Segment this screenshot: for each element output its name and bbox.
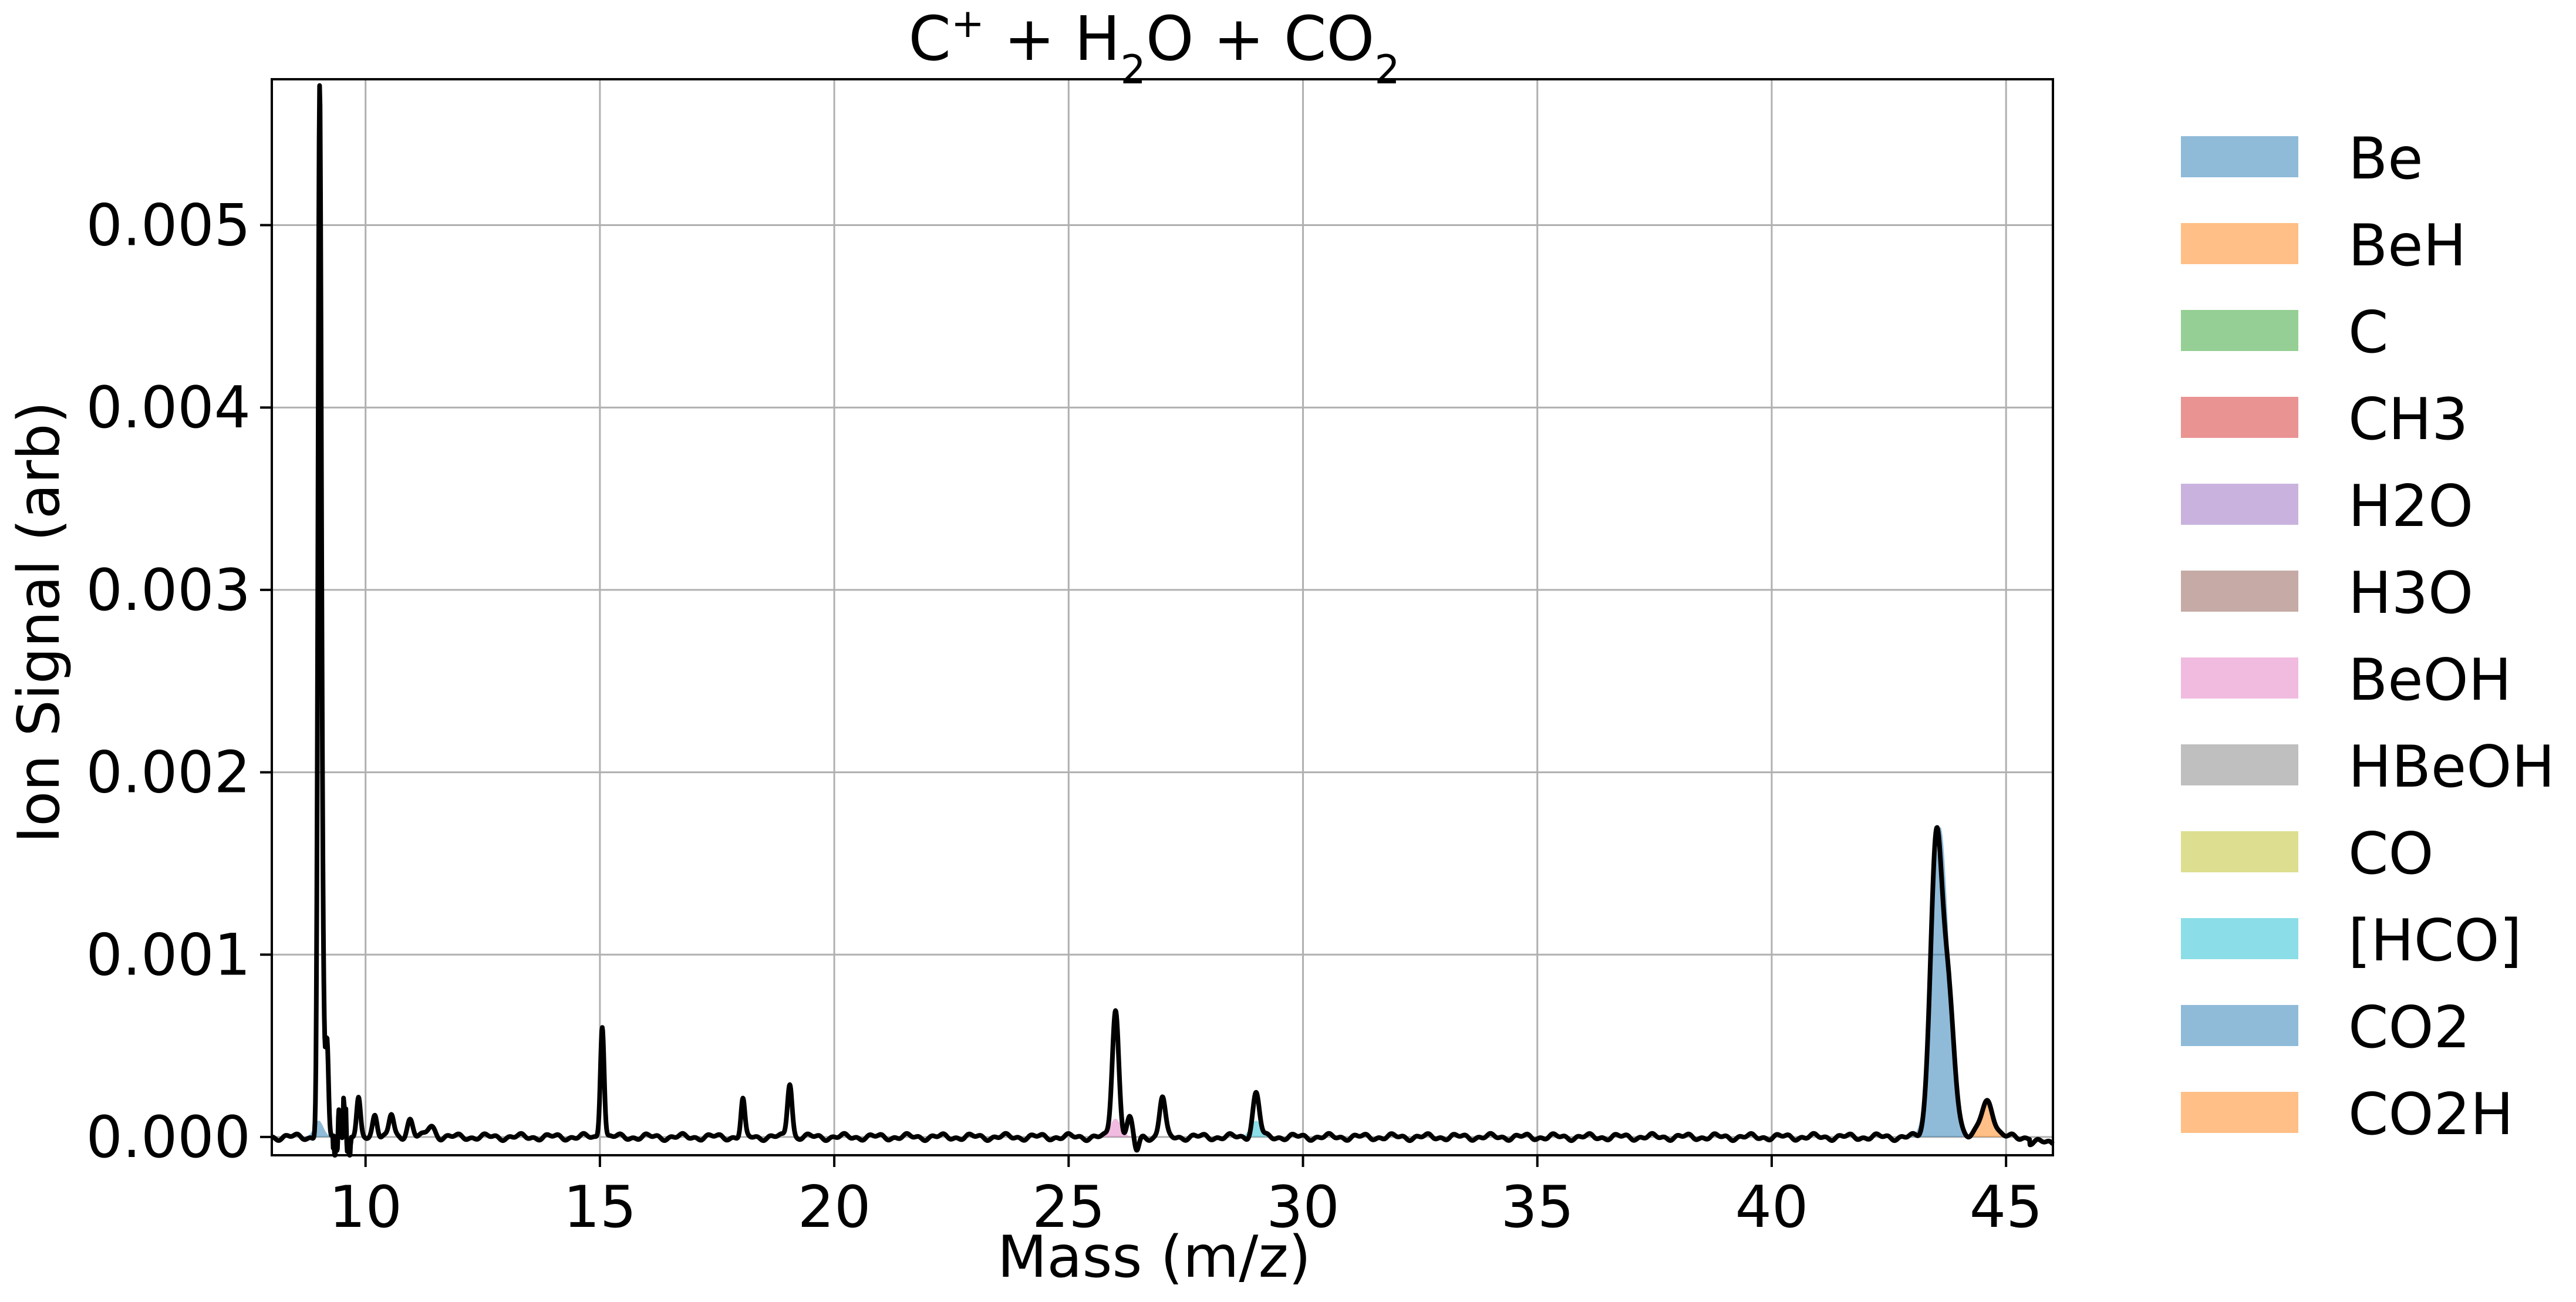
legend-swatch <box>2181 223 2298 264</box>
legend-swatch <box>2181 136 2298 177</box>
title-part-2: O + CO <box>1146 3 1375 75</box>
x-axis-label: Mass (m/z) <box>997 1224 1311 1291</box>
legend-label: BeOH <box>2348 647 2511 714</box>
y-tick-label: 0.004 <box>86 375 251 441</box>
legend-label: H2O <box>2348 473 2473 540</box>
legend-label: C <box>2348 299 2388 366</box>
legend-swatch <box>2181 918 2298 959</box>
x-axis-ticks: 10 15 20 25 30 35 40 45 <box>329 1155 2043 1241</box>
species-fill-co2h <box>1963 1100 2012 1137</box>
species-fill-be <box>302 1121 335 1137</box>
legend-swatch <box>2181 397 2298 438</box>
legend-label: Be <box>2348 126 2423 193</box>
legend-label: [HCO] <box>2348 908 2522 974</box>
x-tick-label: 25 <box>1032 1174 1105 1241</box>
legend-swatch <box>2181 1005 2298 1046</box>
species-fill-co2 <box>1911 827 1970 1137</box>
y-axis-ticks: 0.000 0.001 0.002 0.003 0.004 0.005 <box>86 193 272 1171</box>
legend-label: H3O <box>2348 560 2473 627</box>
title-part-1: + H <box>984 3 1120 75</box>
y-tick-label: 0.001 <box>86 922 251 989</box>
legend-label: CO2H <box>2348 1081 2514 1148</box>
legend-swatch <box>2181 571 2298 612</box>
title-base: C <box>908 3 951 75</box>
legend-label: CO <box>2348 821 2434 888</box>
y-tick-label: 0.002 <box>86 740 251 807</box>
grid-lines <box>272 79 2053 1155</box>
legend-swatch <box>2181 657 2298 699</box>
legend-label: HBeOH <box>2348 734 2555 801</box>
x-tick-label: 45 <box>1970 1174 2043 1241</box>
legend-label: CO2 <box>2348 994 2470 1061</box>
species-fills <box>302 827 2012 1137</box>
total-signal-line <box>269 83 2055 1158</box>
legend-swatch <box>2181 831 2298 872</box>
y-axis-label: Ion Signal (arb) <box>6 401 73 843</box>
species-fill-beoh <box>1095 1118 1135 1137</box>
title-sub-1: 2 <box>1120 47 1145 93</box>
chart-title: C+ + H2O + CO2 <box>908 1 1400 93</box>
y-tick-label: 0.005 <box>86 193 251 259</box>
legend-label: BeH <box>2348 212 2466 279</box>
x-tick-label: 15 <box>564 1174 637 1241</box>
legend: Be BeH C CH3 H2O H3O BeOH HBeOH CO [HCO] CO2 CO2H <box>2181 126 2555 1148</box>
legend-swatch <box>2181 484 2298 525</box>
x-tick-label: 20 <box>798 1174 871 1241</box>
species-fill-hco <box>1236 1121 1276 1137</box>
legend-swatch <box>2181 1092 2298 1133</box>
x-tick-label: 10 <box>329 1174 402 1241</box>
y-tick-label: 0.000 <box>86 1104 251 1171</box>
plot-frame <box>271 78 2054 1156</box>
title-sup: + <box>951 1 984 47</box>
x-tick-label: 30 <box>1266 1174 1340 1241</box>
x-tick-label: 40 <box>1735 1174 1809 1241</box>
title-sub-2: 2 <box>1374 47 1400 93</box>
y-tick-label: 0.003 <box>86 557 251 624</box>
legend-swatch <box>2181 744 2298 785</box>
legend-label: CH3 <box>2348 386 2468 453</box>
x-tick-label: 35 <box>1501 1174 1574 1241</box>
legend-swatch <box>2181 310 2298 351</box>
